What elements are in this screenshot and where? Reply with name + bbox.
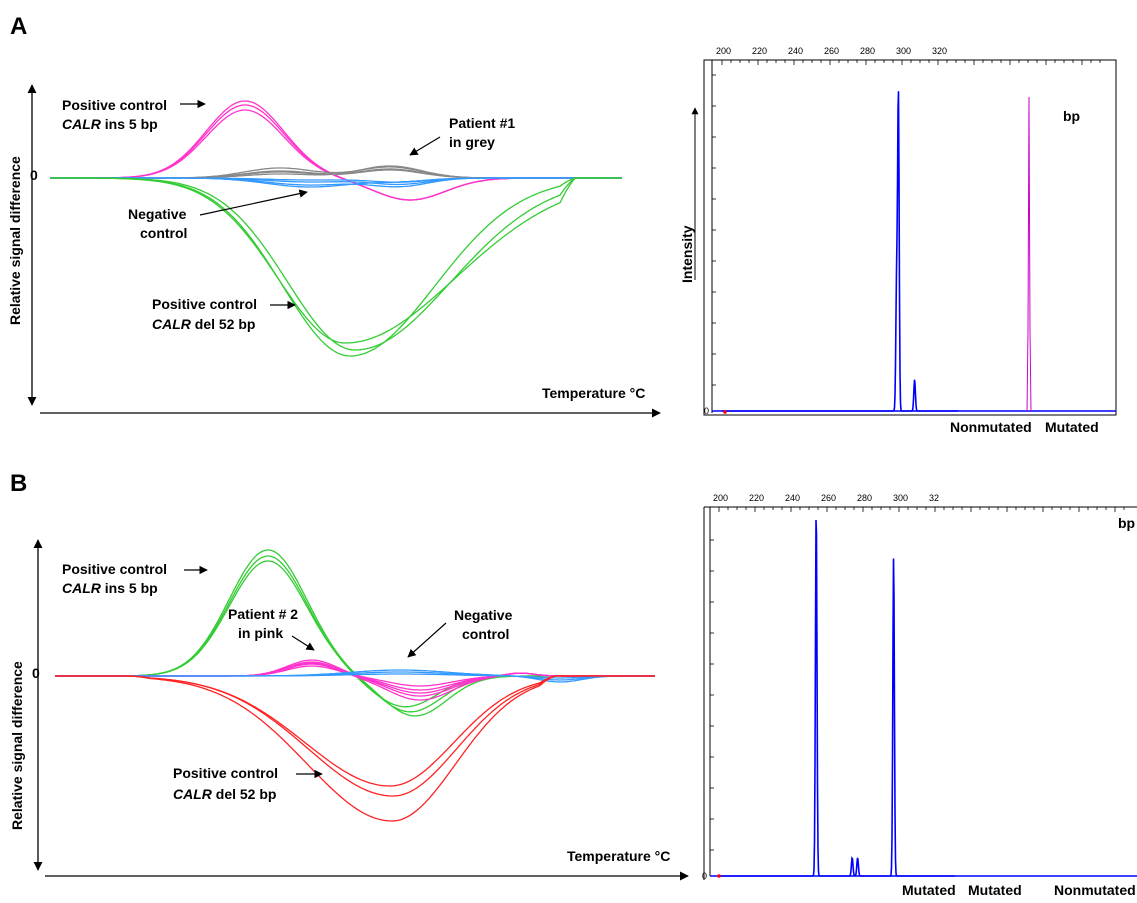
panel-b-y-axis-label: Relative signal difference: [9, 661, 25, 830]
panel-a-ce-tick-label: 200: [716, 46, 731, 56]
panel-a-ce-frame: [703, 59, 1117, 416]
panel-a-ce-nonmutated: Nonmutated: [950, 419, 1032, 435]
panel-b-ce-tick-label: 200: [713, 493, 728, 503]
panel-b-patient-label: Patient # 2: [228, 606, 298, 622]
panel-a-ce-marker: [723, 410, 727, 414]
panel-b-ce-zero: 0: [702, 871, 707, 881]
panel-b-neg-arrow: [407, 622, 447, 658]
panel-a-green-curve: [50, 177, 622, 351]
panel-b-red-curve: [55, 675, 655, 822]
panel-b-pos-ins-label: Positive control: [62, 561, 167, 577]
panel-b-pos-ins-sub: CALR ins 5 bp: [62, 580, 158, 596]
panel-b-blue-curve: [55, 669, 655, 683]
panel-b-ce-mutated-1: Mutated: [902, 882, 956, 898]
panel-a-blue-curve: [50, 177, 622, 188]
panel-a-ce-zero: 0: [704, 406, 709, 416]
panel-a-ce-ylabel: Intensity: [679, 225, 695, 283]
panel-a-neg-arrow: [199, 189, 308, 216]
panel-b-ce-tick-label: 240: [785, 493, 800, 503]
panel-a-ce-tick-label: 220: [752, 46, 767, 56]
panel-a-ce-overlay-trace: [1026, 96, 1032, 412]
panel-a-ce-tick-label: 240: [788, 46, 803, 56]
panel-a-x-axis-label: Temperature °C: [542, 385, 645, 401]
panel-a-ce-tick-label: 300: [896, 46, 911, 56]
panel-b-red-curve: [55, 675, 655, 797]
panel-a-ce-plot: 200 220 240 260 280 300 320 Intensity bp 0 Non…: [679, 46, 1117, 435]
panel-a-ce-unit: bp: [1063, 108, 1080, 124]
panel-b-green-curve: [55, 555, 655, 708]
panel-b-x-axis-label: Temperature °C: [567, 848, 670, 864]
panel-b-ce-tick-label: 300: [893, 493, 908, 503]
panel-b-ce-mutated-2: Mutated: [968, 882, 1022, 898]
panel-a-ce-trace: [722, 91, 958, 412]
panel-b-patient-arrow: [291, 635, 315, 651]
panel-a-patient-arrow: [409, 136, 441, 156]
panel-a-green-curve: [50, 177, 622, 357]
panel-b-ce-trace: [719, 519, 955, 877]
panel-a-patient-label: Patient #1: [449, 115, 515, 131]
panel-a-hrm-plot: 0 Relative signal difference Temperature…: [7, 84, 661, 418]
panel-b-ce-tick-label: 32: [929, 493, 939, 503]
panel-b-ce-nonmutated: Nonmutated: [1054, 882, 1136, 898]
panel-a-y-axis-label: Relative signal difference: [7, 156, 23, 325]
panel-a-zero-label: 0: [30, 167, 38, 183]
panel-b-ce-marker: [717, 874, 721, 878]
panel-a-green-curve: [50, 177, 622, 344]
panel-a-neg-label: Negative: [128, 206, 187, 222]
panel-a-neg-sub: control: [140, 225, 187, 241]
panel-b-neg-label: Negative: [454, 607, 513, 623]
panel-b-ce-tick-label: 260: [821, 493, 836, 503]
panel-b-ce-ticks: 200 220 240 260 280 300 32: [710, 493, 1125, 851]
panel-a-ce-ticks: 200 220 240 260 280 300 320: [712, 46, 1101, 386]
panel-b-red-curve: [55, 675, 655, 787]
panel-b-ce-tick-label: 280: [857, 493, 872, 503]
panel-b-ce-unit: bp: [1118, 515, 1135, 531]
panel-b-pos-del-sub: CALR del 52 bp: [173, 786, 276, 802]
panel-a-curves: [50, 100, 622, 357]
panel-b-zero-label: 0: [32, 665, 40, 681]
panel-a-ce-tick-label: 260: [824, 46, 839, 56]
panel-a-ce-mutated: Mutated: [1045, 419, 1099, 435]
panel-b-pos-del-label: Positive control: [173, 765, 278, 781]
panel-b-curves: [55, 549, 655, 822]
panel-a-pos-ins-sub: CALR ins 5 bp: [62, 116, 158, 132]
panel-b-ce-plot: 200 220 240 260 280 300 32 bp 0 Mutated Mutate…: [702, 493, 1137, 898]
panel-a-ce-tick-label: 320: [932, 46, 947, 56]
panel-b-neg-sub: control: [462, 626, 509, 642]
panel-a-pos-ins-label: Positive control: [62, 97, 167, 113]
panel-b-hrm-plot: 0 Relative signal difference Temperature…: [9, 539, 689, 881]
panel-a-pos-del-label: Positive control: [152, 296, 257, 312]
panel-a-patient-sub: in grey: [449, 134, 495, 150]
panel-a-letter: A: [10, 13, 27, 40]
panel-b-ce-tick-label: 220: [749, 493, 764, 503]
panel-a-ce-tick-label: 280: [860, 46, 875, 56]
panel-b-letter: B: [10, 470, 27, 497]
panel-a-pos-del-sub: CALR del 52 bp: [152, 316, 255, 332]
panel-b-patient-sub: in pink: [238, 625, 283, 641]
